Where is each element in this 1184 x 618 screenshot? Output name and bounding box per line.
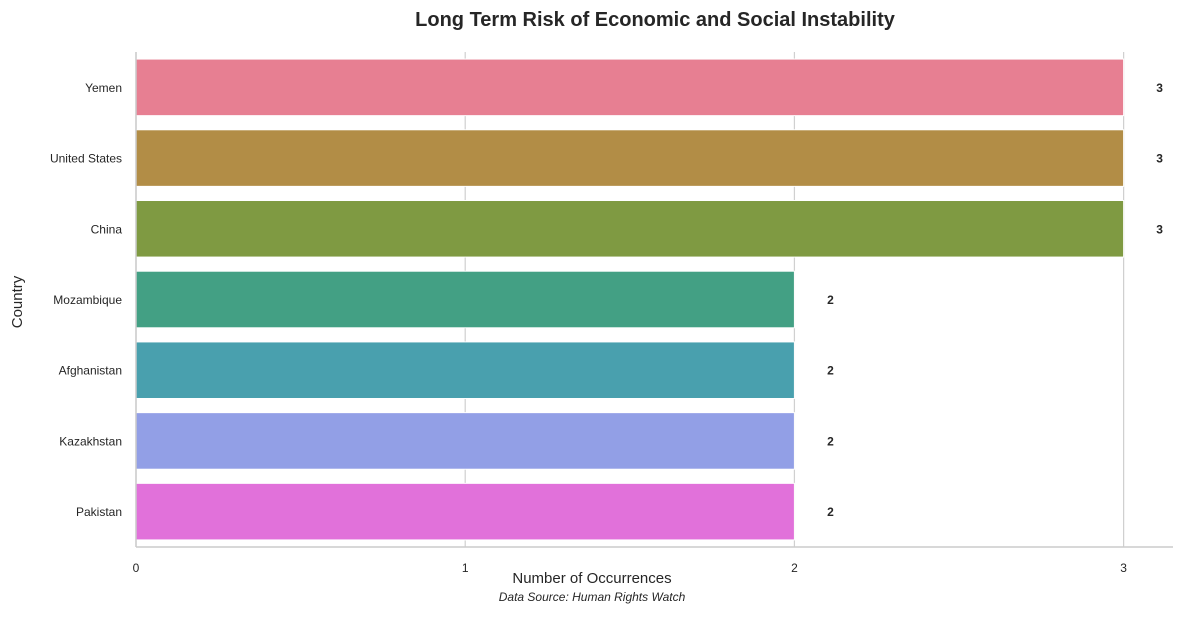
x-tick-label: 3 — [1120, 561, 1127, 575]
data-label: 2 — [827, 364, 834, 378]
data-label: 3 — [1156, 152, 1163, 166]
y-tick-label: China — [91, 222, 123, 236]
bar-china — [135, 200, 1125, 258]
data-label: 3 — [1156, 222, 1163, 236]
bar-yemen — [135, 58, 1125, 117]
y-tick-label: Yemen — [85, 81, 122, 95]
bar-afghanistan — [135, 341, 795, 399]
bar-pakistan — [135, 482, 795, 541]
data-label: 2 — [827, 434, 834, 448]
x-axis-label: Number of Occurrences — [512, 570, 671, 587]
y-tick-label: Kazakhstan — [59, 434, 122, 448]
data-label: 3 — [1156, 81, 1163, 95]
data-label: 2 — [827, 505, 834, 519]
y-tick-label: Pakistan — [76, 505, 122, 519]
y-tick-label: Afghanistan — [59, 364, 122, 378]
axes: 0 1 2 3 Yemen United States China Mozambique Afg… — [50, 52, 1173, 575]
data-label: 2 — [827, 293, 834, 307]
x-tick-label: 1 — [462, 561, 469, 575]
x-tick-label: 0 — [133, 561, 140, 575]
bars — [135, 58, 1125, 541]
bar-kazakhstan — [135, 412, 795, 470]
y-tick-label: United States — [50, 152, 122, 166]
data-labels: 3 3 3 2 2 2 2 — [827, 81, 1163, 519]
bar-united-states — [135, 129, 1125, 187]
data-source-caption: Data Source: Human Rights Watch — [499, 590, 686, 604]
chart-title: Long Term Risk of Economic and Social In… — [415, 9, 896, 31]
bar-mozambique — [135, 270, 795, 329]
y-tick-label: Mozambique — [53, 293, 122, 307]
y-axis-label: Country — [9, 275, 26, 328]
x-tick-label: 2 — [791, 561, 798, 575]
